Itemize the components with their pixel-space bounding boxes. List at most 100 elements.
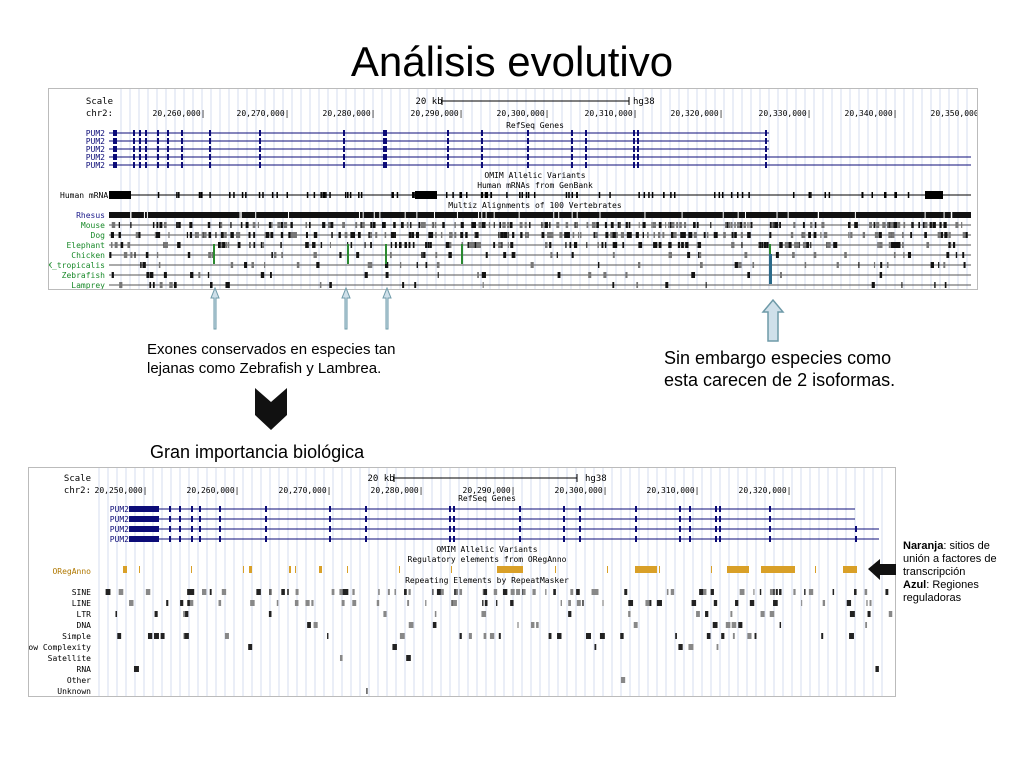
- alignment-block: [559, 232, 563, 238]
- alignment-block: [689, 232, 693, 238]
- oreganno-element[interactable]: [763, 566, 764, 573]
- mrna-exon: [396, 192, 399, 198]
- oreganno-element[interactable]: [843, 566, 857, 573]
- oreganno-element[interactable]: [139, 566, 140, 573]
- genome-browser-top[interactable]: Scale chr2: 20 kb hg38 RefSeq Genes OMIM…: [48, 88, 978, 290]
- repeat-element: [699, 589, 704, 595]
- exon: [527, 130, 529, 136]
- alignment-gap: [571, 212, 573, 218]
- alignment-gap: [744, 212, 746, 218]
- alignment-block: [961, 222, 963, 228]
- oreganno-element[interactable]: [249, 566, 252, 573]
- alignment-block: [792, 252, 795, 258]
- alignment-block: [723, 232, 726, 238]
- repeat-element: [560, 600, 562, 606]
- mrna-exon: [344, 192, 347, 198]
- exon: [181, 162, 183, 168]
- exon: [343, 138, 345, 144]
- exon: [383, 130, 385, 136]
- exon: [113, 138, 117, 144]
- alignment-block: [163, 222, 167, 228]
- alignment-block: [731, 242, 735, 248]
- repeat-element: [576, 600, 581, 606]
- exon: [129, 526, 131, 532]
- repeat-element: [129, 600, 134, 606]
- oreganno-element[interactable]: [635, 566, 657, 573]
- up-arrow-icon: [761, 298, 785, 342]
- repeat-element: [250, 600, 255, 606]
- species-label: Zebrafish: [62, 271, 106, 280]
- oreganno-element[interactable]: [123, 566, 127, 573]
- alignment-block: [428, 232, 432, 238]
- oreganno-element[interactable]: [607, 566, 608, 573]
- alignment-block: [644, 222, 646, 228]
- exon: [199, 506, 201, 512]
- alignment-block: [549, 242, 552, 248]
- alignment-block: [573, 242, 578, 248]
- oreganno-element[interactable]: [243, 566, 244, 573]
- exon: [113, 130, 117, 136]
- exon: [633, 138, 635, 144]
- alignment-block: [158, 232, 161, 238]
- alignment-block: [806, 242, 810, 248]
- alignment-block: [339, 252, 342, 258]
- alignment-block: [305, 242, 309, 248]
- alignment-block: [887, 222, 889, 228]
- oreganno-element[interactable]: [295, 566, 296, 573]
- oreganno-element[interactable]: [503, 566, 504, 573]
- exon: [219, 516, 221, 522]
- alignment-gap: [951, 212, 953, 218]
- alignment-block: [912, 222, 914, 228]
- alignment-block: [169, 282, 173, 288]
- oreganno-element[interactable]: [555, 566, 556, 573]
- alignment-block: [465, 232, 468, 238]
- alignment-block: [793, 222, 796, 228]
- alignment-block: [120, 242, 124, 248]
- alignment-block: [329, 242, 331, 248]
- oreganno-element[interactable]: [659, 566, 660, 573]
- alignment-block: [808, 232, 812, 238]
- oreganno-element[interactable]: [347, 566, 348, 573]
- oreganno-element[interactable]: [191, 566, 192, 573]
- exon: [329, 516, 331, 522]
- alignment-block: [911, 222, 913, 228]
- repeat-element: [779, 589, 781, 595]
- alignment-block: [361, 222, 365, 228]
- repeat-element: [832, 589, 835, 595]
- oreganno-element[interactable]: [319, 566, 322, 573]
- oreganno-element[interactable]: [399, 566, 400, 573]
- alignment-block: [114, 242, 118, 248]
- alignment-block: [924, 232, 927, 238]
- alignment-block: [370, 222, 373, 228]
- alignment-block: [436, 262, 440, 268]
- repeat-element: [452, 600, 457, 606]
- alignment-block: [269, 272, 272, 278]
- alignment-block: [208, 232, 212, 238]
- oreganno-element[interactable]: [497, 566, 523, 573]
- repeat-element: [536, 622, 539, 628]
- oreganno-element[interactable]: [289, 566, 291, 573]
- oreganno-element[interactable]: [761, 566, 795, 573]
- genome-browser-bottom[interactable]: Scale chr2: 20 kb hg38 RefSeq Genes OMIM…: [28, 467, 896, 697]
- alignment-block: [474, 242, 477, 248]
- exon: [139, 536, 141, 542]
- repeat-element: [759, 589, 762, 595]
- alignment-block: [468, 242, 472, 248]
- mrna-exon: [721, 192, 724, 198]
- alignment-block: [360, 222, 363, 228]
- exon: [689, 506, 691, 512]
- oreganno-element[interactable]: [711, 566, 712, 573]
- oreganno-element[interactable]: [451, 566, 452, 573]
- alignment-block: [566, 232, 570, 238]
- oreganno-element[interactable]: [815, 566, 816, 573]
- repeat-element: [821, 633, 824, 639]
- repeat-element: [865, 622, 868, 628]
- alignment-block: [201, 232, 204, 238]
- alignment-block: [437, 272, 439, 278]
- mrna-track-title: Human mRNAs from GenBank: [477, 181, 593, 190]
- repeat-element: [553, 589, 556, 595]
- species-label: Elephant: [66, 241, 105, 250]
- alignment-block: [769, 232, 772, 238]
- oreganno-element[interactable]: [727, 566, 749, 573]
- alignment-block: [952, 242, 956, 248]
